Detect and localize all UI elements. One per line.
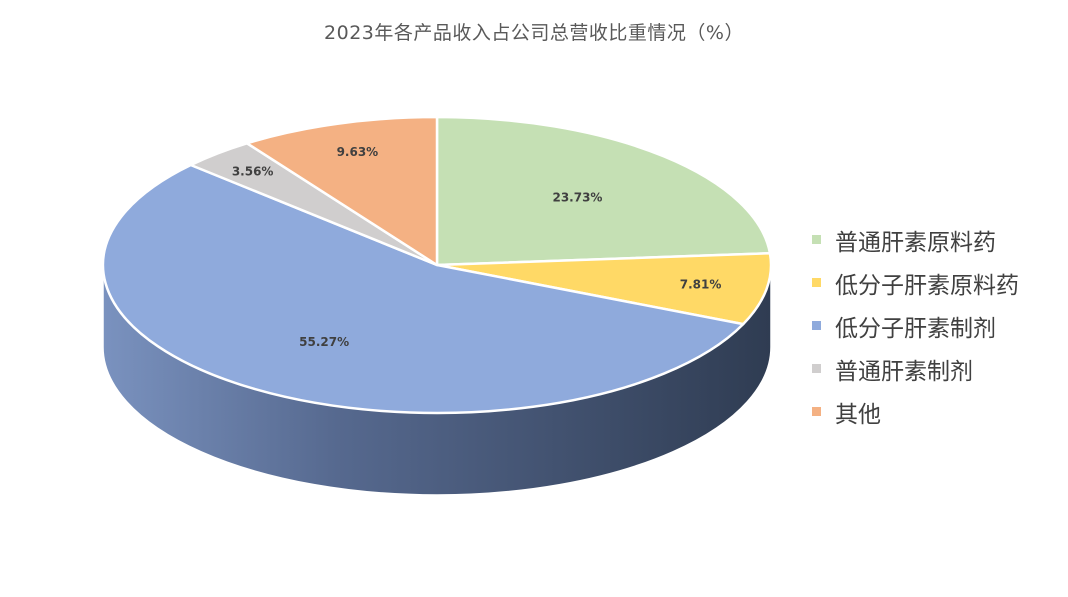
legend-label: 低分子肝素原料药 — [835, 272, 1019, 299]
data-label-低分子肝素原料药: 7.81% — [680, 278, 722, 292]
legend-swatch — [812, 364, 821, 373]
legend-swatch — [812, 278, 821, 287]
legend-item-低分子肝素原料药: 低分子肝素原料药 — [812, 261, 1019, 304]
pie-slice-普通肝素原料药 — [435, 115, 772, 267]
legend-swatch — [812, 321, 821, 330]
legend: 普通肝素原料药 低分子肝素原料药 低分子肝素制剂 普通肝素制剂 其他 — [812, 218, 1019, 433]
legend-label: 普通肝素制剂 — [835, 358, 973, 385]
legend-label: 普通肝素原料药 — [835, 229, 996, 256]
data-label-其他: 9.63% — [337, 145, 379, 159]
chart-title: 2023年各产品收入占公司总营收比重情况（%） — [324, 22, 744, 44]
legend-label: 低分子肝素制剂 — [835, 315, 996, 342]
pie-slice-其他 — [245, 115, 439, 267]
pie-slice-低分子肝素原料药 — [435, 251, 773, 326]
legend-label: 其他 — [835, 401, 881, 428]
data-label-普通肝素制剂: 3.56% — [232, 164, 274, 178]
pie-slice-低分子肝素制剂 — [101, 163, 745, 415]
data-label-普通肝素原料药: 23.73% — [552, 191, 602, 205]
legend-item-普通肝素制剂: 普通肝素制剂 — [812, 347, 1019, 390]
pie-data-labels: 23.73% 7.81% 55.27% 3.56% 9.63% — [232, 145, 722, 349]
legend-item-普通肝素原料药: 普通肝素原料药 — [812, 218, 1019, 261]
legend-item-其他: 其他 — [812, 390, 1019, 433]
legend-swatch — [812, 235, 821, 244]
legend-swatch — [812, 407, 821, 416]
data-label-低分子肝素制剂: 55.27% — [299, 335, 349, 349]
pie-slices — [101, 115, 773, 415]
legend-item-低分子肝素制剂: 低分子肝素制剂 — [812, 304, 1019, 347]
